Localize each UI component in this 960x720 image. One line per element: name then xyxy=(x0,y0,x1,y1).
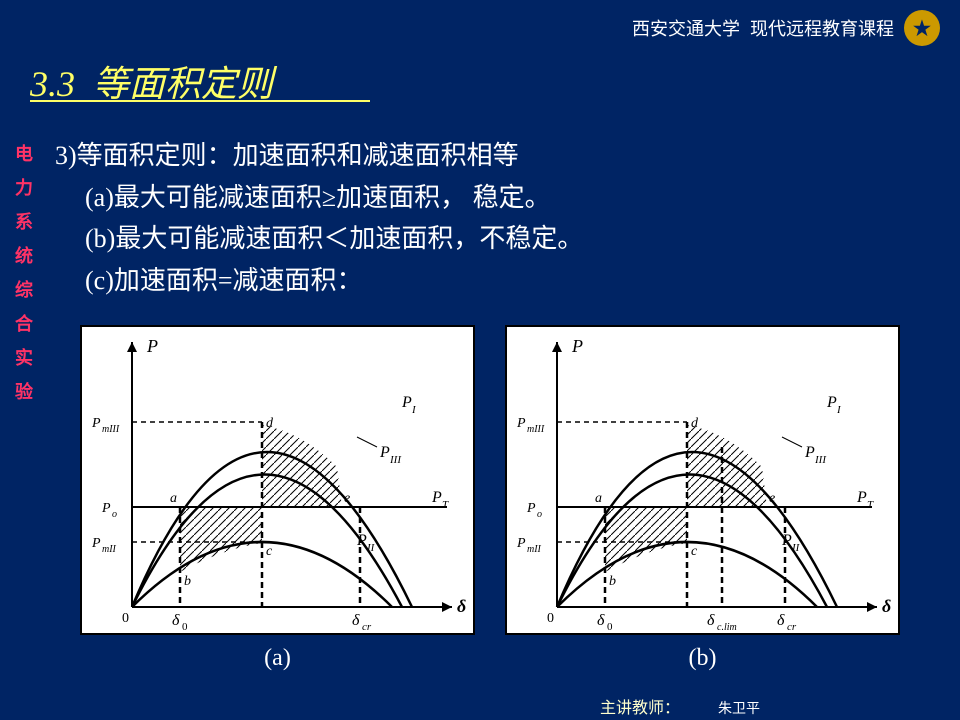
svg-text:mII: mII xyxy=(527,544,542,555)
svg-text:P: P xyxy=(804,444,815,461)
svg-text:mIII: mIII xyxy=(527,424,545,435)
svg-text:cr: cr xyxy=(362,621,372,633)
diagram-a-svg: P δ 0 PI PIII PII PT xyxy=(82,327,477,637)
diagram-b-svg: P δ 0 PI PIII PII PT xyxy=(507,327,902,637)
diagram-a: P δ 0 PI PIII PII PT xyxy=(80,325,475,635)
sidebar-char: 合 xyxy=(15,310,33,336)
svg-text:δ: δ xyxy=(597,612,605,629)
svg-text:III: III xyxy=(389,454,402,466)
diagram-b-wrap: P δ 0 PI PIII PII PT xyxy=(505,325,900,672)
svg-text:c: c xyxy=(266,544,273,559)
svg-text:III: III xyxy=(814,454,827,466)
svg-text:P: P xyxy=(431,489,442,506)
svg-text:II: II xyxy=(791,542,801,554)
svg-text:δ: δ xyxy=(882,596,891,616)
svg-text:δ: δ xyxy=(777,612,785,629)
sidebar: 电 力 系 统 综 合 实 验 xyxy=(15,140,33,404)
teacher-name: 朱卫平 xyxy=(718,698,760,718)
svg-text:d: d xyxy=(266,416,274,431)
content-line-3: (b)最大可能减速面积＜加速面积，不稳定。 xyxy=(55,218,935,260)
course-name: 现代远程教育课程 xyxy=(750,15,894,41)
svg-text:P: P xyxy=(516,416,526,431)
title-underline xyxy=(30,100,370,102)
svg-text:mIII: mIII xyxy=(102,424,120,435)
svg-text:P: P xyxy=(356,532,367,549)
svg-text:δ: δ xyxy=(172,612,180,629)
svg-text:d: d xyxy=(691,416,699,431)
svg-text:o: o xyxy=(537,509,542,520)
sidebar-char: 力 xyxy=(15,174,33,200)
svg-text:δ: δ xyxy=(707,612,715,629)
svg-text:T: T xyxy=(867,499,874,511)
svg-text:δ: δ xyxy=(457,596,466,616)
header: 西安交通大学 现代远程教育课程 ★ xyxy=(632,10,940,46)
sidebar-char: 实 xyxy=(15,344,33,370)
svg-text:mII: mII xyxy=(102,544,117,555)
sidebar-char: 验 xyxy=(15,378,33,404)
svg-text:P: P xyxy=(91,536,101,551)
svg-text:I: I xyxy=(411,404,417,416)
content-line-4: (c)加速面积=减速面积： xyxy=(55,260,935,302)
diagram-a-label: (a) xyxy=(264,645,291,672)
svg-text:I: I xyxy=(836,404,842,416)
svg-text:o: o xyxy=(112,509,117,520)
svg-text:P: P xyxy=(826,394,837,411)
diagrams-container: P δ 0 PI PIII PII PT xyxy=(80,325,900,672)
svg-text:0: 0 xyxy=(122,611,129,626)
svg-text:c: c xyxy=(691,544,698,559)
content-line-2: (a)最大可能减速面积≥加速面积， 稳定。 xyxy=(55,177,935,219)
svg-text:cr: cr xyxy=(787,621,797,633)
sidebar-char: 系 xyxy=(15,208,33,234)
svg-text:e: e xyxy=(344,491,350,506)
content-line-1: 3)等面积定则：加速面积和减速面积相等 xyxy=(55,135,935,177)
svg-text:a: a xyxy=(595,491,602,506)
svg-text:b: b xyxy=(609,574,616,589)
svg-text:P: P xyxy=(526,501,536,516)
sidebar-char: 综 xyxy=(15,276,33,302)
svg-text:e: e xyxy=(769,491,775,506)
svg-text:0: 0 xyxy=(547,611,554,626)
svg-text:0: 0 xyxy=(182,621,188,633)
university-name: 西安交通大学 xyxy=(632,15,740,41)
sidebar-char: 电 xyxy=(15,140,33,166)
content: 3)等面积定则：加速面积和减速面积相等 (a)最大可能减速面积≥加速面积， 稳定… xyxy=(55,135,935,301)
university-logo-icon: ★ xyxy=(904,10,940,46)
diagram-b-label: (b) xyxy=(689,645,717,672)
svg-text:T: T xyxy=(442,499,449,511)
diagram-b: P δ 0 PI PIII PII PT xyxy=(505,325,900,635)
svg-text:P: P xyxy=(146,336,158,356)
svg-text:P: P xyxy=(101,501,111,516)
svg-text:a: a xyxy=(170,491,177,506)
svg-text:P: P xyxy=(856,489,867,506)
diagram-a-wrap: P δ 0 PI PIII PII PT xyxy=(80,325,475,672)
svg-text:P: P xyxy=(516,536,526,551)
svg-text:II: II xyxy=(366,542,376,554)
svg-text:0: 0 xyxy=(607,621,613,633)
svg-text:P: P xyxy=(571,336,583,356)
svg-text:c.lim: c.lim xyxy=(717,622,737,633)
svg-text:P: P xyxy=(401,394,412,411)
svg-text:δ: δ xyxy=(352,612,360,629)
svg-text:P: P xyxy=(91,416,101,431)
sidebar-char: 统 xyxy=(15,242,33,268)
svg-text:b: b xyxy=(184,574,191,589)
svg-text:P: P xyxy=(781,532,792,549)
svg-text:P: P xyxy=(379,444,390,461)
teacher-label: 主讲教师： xyxy=(600,694,680,718)
